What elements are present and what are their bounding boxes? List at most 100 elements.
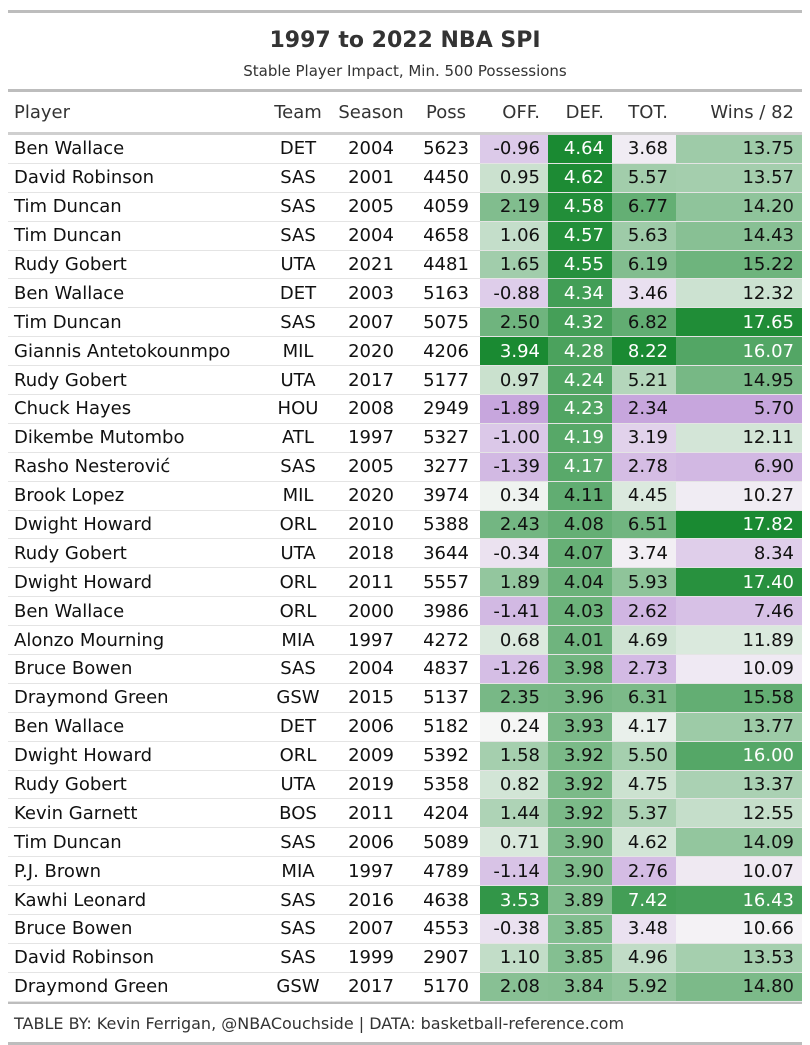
- cell-poss: 4059: [412, 192, 480, 222]
- cell-def: 4.62: [548, 163, 612, 193]
- header-def: DEF.: [548, 92, 612, 135]
- cell-poss: 4658: [412, 221, 480, 251]
- cell-poss: 4638: [412, 885, 480, 916]
- cell-def: 3.85: [548, 943, 612, 973]
- cell-off: -0.96: [480, 133, 548, 164]
- cell-player: Tim Duncan: [8, 307, 266, 338]
- cell-tot: 3.74: [612, 538, 676, 569]
- cell-def: 4.08: [548, 510, 612, 540]
- cell-team: UTA: [266, 365, 330, 396]
- cell-off: -1.41: [480, 596, 548, 627]
- header-row: Player Team Season Poss OFF. DEF. TOT. Wins / 8…: [8, 92, 802, 135]
- cell-player: Alonzo Mourning: [8, 625, 266, 656]
- cell-season: 2019: [330, 770, 412, 800]
- header-team: Team: [266, 92, 330, 135]
- cell-def: 4.07: [548, 538, 612, 569]
- cell-team: ORL: [266, 510, 330, 540]
- cell-wins: 13.37: [676, 770, 802, 800]
- cell-off: 2.43: [480, 510, 548, 540]
- cell-player: Rasho Nesterović: [8, 452, 266, 482]
- cell-tot: 4.96: [612, 943, 676, 973]
- cell-player: Rudy Gobert: [8, 365, 266, 396]
- cell-off: -1.26: [480, 654, 548, 684]
- cell-season: 2005: [330, 452, 412, 482]
- table-row: Draymond Green GSW 2017 5170 2.08 3.84 5.92 14.…: [8, 972, 802, 1002]
- cell-wins: 10.66: [676, 914, 802, 944]
- cell-off: 3.53: [480, 885, 548, 916]
- cell-poss: 2949: [412, 394, 480, 424]
- cell-tot: 2.73: [612, 654, 676, 684]
- cell-tot: 6.77: [612, 192, 676, 222]
- cell-season: 2017: [330, 972, 412, 1002]
- cell-season: 2003: [330, 278, 412, 309]
- cell-team: SAS: [266, 192, 330, 222]
- cell-team: GSW: [266, 683, 330, 713]
- cell-off: 0.97: [480, 365, 548, 396]
- cell-off: 3.94: [480, 336, 548, 367]
- table-row: Dwight Howard ORL 2011 5557 1.89 4.04 5.93 17.4…: [8, 567, 802, 598]
- cell-player: Kawhi Leonard: [8, 885, 266, 916]
- cell-team: MIA: [266, 625, 330, 656]
- cell-tot: 6.31: [612, 683, 676, 713]
- cell-season: 2017: [330, 365, 412, 396]
- cell-team: MIL: [266, 336, 330, 367]
- cell-def: 4.01: [548, 625, 612, 656]
- table-row: Ben Wallace DET 2004 5623 -0.96 4.64 3.68 13.75: [8, 133, 802, 164]
- cell-tot: 5.92: [612, 972, 676, 1002]
- cell-team: SAS: [266, 163, 330, 193]
- table-row: Tim Duncan SAS 2007 5075 2.50 4.32 6.82 17.65: [8, 307, 802, 338]
- cell-off: 1.10: [480, 943, 548, 973]
- cell-wins: 16.43: [676, 885, 802, 916]
- table-row: Tim Duncan SAS 2005 4059 2.19 4.58 6.77 14.20: [8, 192, 802, 222]
- cell-team: DET: [266, 278, 330, 309]
- cell-poss: 5623: [412, 133, 480, 164]
- cell-season: 1997: [330, 625, 412, 656]
- cell-tot: 3.19: [612, 423, 676, 453]
- cell-tot: 4.45: [612, 481, 676, 511]
- table-figure: 1997 to 2022 NBA SPI Stable Player Impac…: [8, 10, 802, 1045]
- cell-player: Kevin Garnett: [8, 798, 266, 829]
- cell-poss: 4481: [412, 250, 480, 280]
- cell-season: 2020: [330, 481, 412, 511]
- cell-tot: 4.62: [612, 827, 676, 858]
- header-rule: [8, 89, 802, 92]
- cell-tot: 6.19: [612, 250, 676, 280]
- table-row: Dwight Howard ORL 2009 5392 1.58 3.92 5.50 16.0…: [8, 741, 802, 771]
- cell-player: P.J. Brown: [8, 856, 266, 887]
- cell-poss: 3277: [412, 452, 480, 482]
- cell-def: 4.57: [548, 221, 612, 251]
- cell-wins: 17.40: [676, 567, 802, 598]
- cell-player: Tim Duncan: [8, 221, 266, 251]
- table-row: Draymond Green GSW 2015 5137 2.35 3.96 6.31 15.…: [8, 683, 802, 713]
- table-row: Rasho Nesterović SAS 2005 3277 -1.39 4.17 2.78…: [8, 452, 802, 482]
- cell-player: Ben Wallace: [8, 278, 266, 309]
- cell-poss: 5137: [412, 683, 480, 713]
- table-row: Rudy Gobert UTA 2017 5177 0.97 4.24 5.21 14.95: [8, 365, 802, 396]
- table-row: P.J. Brown MIA 1997 4789 -1.14 3.90 2.76 10.07: [8, 856, 802, 887]
- cell-off: 0.24: [480, 712, 548, 742]
- cell-wins: 13.75: [676, 133, 802, 164]
- cell-team: SAS: [266, 452, 330, 482]
- cell-player: Ben Wallace: [8, 712, 266, 742]
- cell-off: 2.50: [480, 307, 548, 338]
- table-row: Rudy Gobert UTA 2021 4481 1.65 4.55 6.19 15.22: [8, 250, 802, 280]
- cell-off: 1.06: [480, 221, 548, 251]
- cell-wins: 8.34: [676, 538, 802, 569]
- cell-def: 4.19: [548, 423, 612, 453]
- cell-season: 1999: [330, 943, 412, 973]
- cell-season: 2015: [330, 683, 412, 713]
- table-row: Kawhi Leonard SAS 2016 4638 3.53 3.89 7.42 16.4…: [8, 885, 802, 916]
- table-row: Kevin Garnett BOS 2011 4204 1.44 3.92 5.37 12.5…: [8, 798, 802, 829]
- cell-tot: 4.17: [612, 712, 676, 742]
- cell-wins: 13.77: [676, 712, 802, 742]
- cell-tot: 2.62: [612, 596, 676, 627]
- cell-season: 2008: [330, 394, 412, 424]
- cell-season: 2018: [330, 538, 412, 569]
- cell-tot: 2.34: [612, 394, 676, 424]
- cell-wins: 11.89: [676, 625, 802, 656]
- cell-tot: 5.50: [612, 741, 676, 771]
- cell-wins: 7.46: [676, 596, 802, 627]
- cell-player: Dwight Howard: [8, 510, 266, 540]
- cell-team: SAS: [266, 914, 330, 944]
- cell-off: 0.82: [480, 770, 548, 800]
